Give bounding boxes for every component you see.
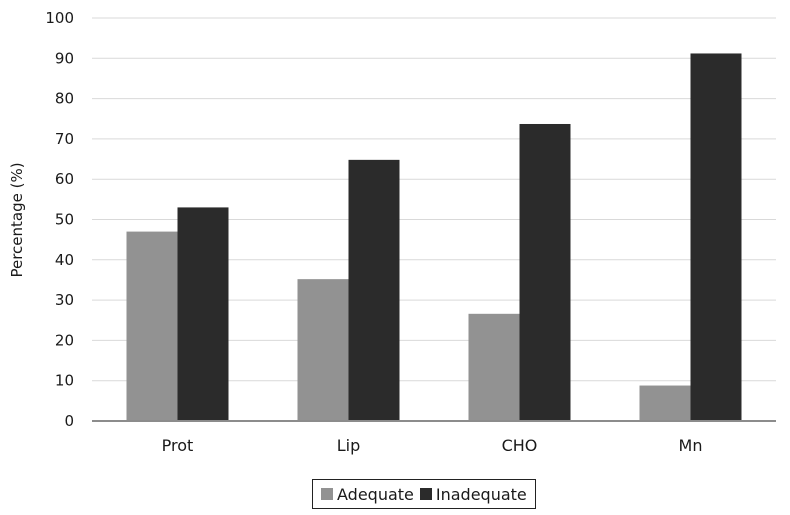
bar-adequate-prot bbox=[126, 231, 178, 421]
x-tick-label: Prot bbox=[162, 436, 194, 455]
bar-inadequate-lip bbox=[348, 159, 400, 421]
legend-item-adequate: Adequate bbox=[321, 485, 414, 504]
y-axis-label: Percentage (%) bbox=[8, 162, 26, 277]
legend-label-adequate: Adequate bbox=[337, 484, 414, 504]
y-tick-label: 10 bbox=[55, 372, 74, 390]
bar-inadequate-mn bbox=[690, 53, 742, 422]
y-tick-label: 80 bbox=[55, 90, 74, 108]
y-tick-label: 90 bbox=[55, 49, 74, 67]
y-tick-label: 100 bbox=[45, 9, 74, 27]
y-tick-label: 20 bbox=[55, 331, 74, 349]
legend: Adequate Inadequate bbox=[312, 479, 536, 509]
y-tick-label: 70 bbox=[55, 130, 74, 148]
y-tick-label: 0 bbox=[64, 412, 74, 430]
bar-adequate-mn bbox=[639, 385, 691, 421]
bar-adequate-cho bbox=[468, 313, 520, 421]
legend-swatch-inadequate bbox=[419, 488, 432, 500]
bars bbox=[126, 53, 742, 422]
x-tick-label: Mn bbox=[679, 436, 703, 455]
legend-swatch-adequate bbox=[321, 488, 333, 500]
y-axis-ticks: 0 10 20 30 40 50 60 70 80 90 100 bbox=[45, 9, 74, 430]
y-tick-label: 60 bbox=[55, 170, 74, 188]
y-tick-label: 50 bbox=[55, 211, 74, 229]
bar-inadequate-prot bbox=[177, 207, 229, 421]
bar-adequate-lip bbox=[297, 279, 349, 421]
y-tick-label: 30 bbox=[55, 291, 74, 309]
legend-label-inadequate: Inadequate bbox=[435, 484, 527, 504]
x-tick-label: CHO bbox=[502, 436, 538, 455]
bar-inadequate-cho bbox=[519, 123, 571, 421]
legend-item-inadequate: Inadequate bbox=[419, 484, 527, 504]
y-tick-label: 40 bbox=[55, 251, 74, 269]
x-axis-categories: Prot Lip CHO Mn bbox=[162, 436, 703, 455]
x-tick-label: Lip bbox=[337, 436, 361, 455]
